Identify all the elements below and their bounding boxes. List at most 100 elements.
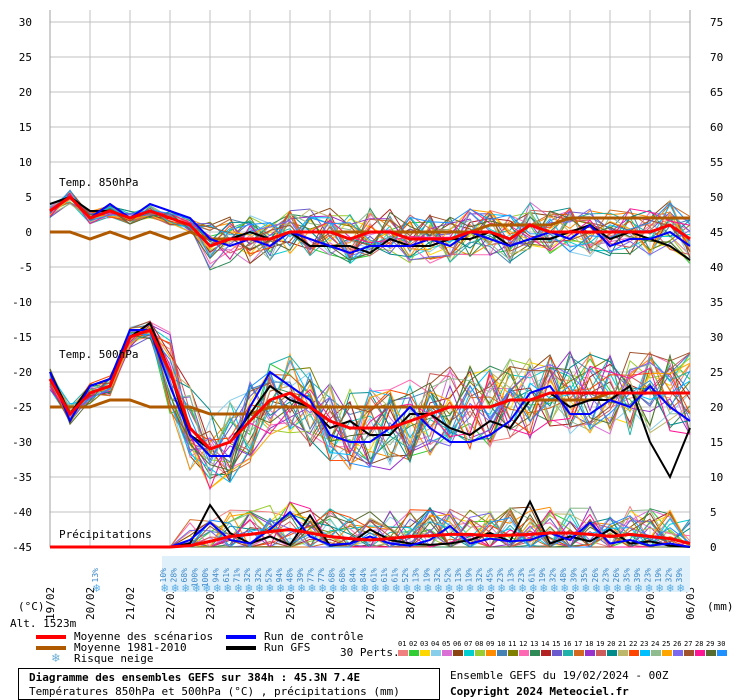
snow-risk-percent: 32% (433, 568, 442, 583)
pert-legend-label: 21 (618, 640, 627, 648)
series-line-t500 (48, 328, 690, 451)
snowflake-icon: ❄ (666, 581, 673, 595)
footer-title: Diagramme des ensembles GEFS sur 384h : … (29, 671, 361, 684)
right-tick-label: 25 (710, 366, 723, 379)
pert-legend-swatch (662, 650, 672, 656)
snow-risk-percent: 77% (306, 568, 315, 583)
snowflake-icon: ❄ (298, 581, 305, 595)
right-tick-label: 40 (710, 261, 723, 274)
snow-risk-percent: 13% (507, 568, 516, 583)
section-label-t500: Temp. 500hPa (59, 348, 138, 361)
pert-legend-swatch (552, 650, 562, 656)
pert-legend-label: 04 (431, 640, 440, 648)
left-tick-label: 30 (19, 16, 32, 29)
pert-legend-swatch (651, 650, 661, 656)
snow-risk-percent: 61% (222, 568, 231, 583)
perturbation-line-t850 (49, 189, 691, 259)
x-date-label: 03/03 (564, 587, 577, 620)
snowflake-icon: ❄ (266, 581, 273, 595)
pert-legend-swatch (486, 650, 496, 656)
snowflake-icon: ❄ (656, 581, 663, 595)
pert-legend-swatch (607, 650, 617, 656)
x-date-label: 19/02 (44, 587, 57, 620)
snowflake-icon: ❄ (161, 581, 168, 595)
snow-risk-percent: 32% (549, 568, 558, 583)
x-date-label: 01/03 (484, 587, 497, 620)
pert-legend-swatch (409, 650, 419, 656)
left-tick-label: -20 (12, 366, 32, 379)
pert-legend-label: 30 (717, 640, 726, 648)
snowflake-icon: ❄ (424, 581, 431, 595)
snowflake-icon: ❄ (572, 581, 579, 595)
left-tick-label: 10 (19, 156, 32, 169)
snow-risk-percent: 19% (538, 568, 547, 583)
right-tick-label: 55 (710, 156, 723, 169)
snowflake-icon: ❄ (498, 581, 505, 595)
snowflake-icon: ❄ (393, 581, 400, 595)
pert-legend-swatch (475, 650, 485, 656)
left-tick-label: -5 (19, 261, 32, 274)
pert-legend-swatch (717, 650, 727, 656)
left-axis-unit: (°C) (18, 600, 45, 613)
snow-risk-percent: 48% (559, 568, 568, 583)
snowflake-icon: ❄ (372, 581, 379, 595)
snow-risk-percent: 23% (517, 568, 526, 583)
snowflake-icon: ❄ (677, 581, 684, 595)
snow-risk-percent: 61% (370, 568, 379, 583)
x-date-label: 02/03 (524, 587, 537, 620)
left-tick-label: 15 (19, 121, 32, 134)
series-line-t850 (49, 195, 691, 255)
snowflake-icon: ❄ (603, 581, 610, 595)
x-date-label: 25/02 (284, 587, 297, 620)
snowflake-icon: ❄ (193, 581, 200, 595)
legend-mean: Moyenne des scénarios (74, 630, 214, 643)
series-line-precip (50, 527, 691, 549)
snowflake-icon: ❄ (561, 581, 568, 595)
snow-risk-percent: 32% (243, 568, 252, 583)
legend-swatch-control (226, 635, 256, 639)
pert-legend-swatch (585, 650, 595, 656)
left-tick-label: -15 (12, 331, 32, 344)
section-label-precip: Précipitations (59, 528, 152, 541)
snowflake-icon: ❄ (509, 581, 516, 595)
x-date-label: 06/03 (684, 587, 697, 620)
left-tick-label: 0 (25, 226, 32, 239)
left-tick-label: -35 (12, 471, 32, 484)
snowflake-icon: ❄ (182, 581, 189, 595)
right-tick-label: 50 (710, 191, 723, 204)
snowflake-icon: ❄ (224, 581, 231, 595)
right-tick-label: 20 (710, 401, 723, 414)
pert-legend-swatch (530, 650, 540, 656)
altitude-label: Alt. 1523m (10, 617, 77, 630)
legend-control: Run de contrôle (264, 630, 364, 643)
snow-risk-percent: 23% (496, 568, 505, 583)
perturbation-line-t500 (49, 332, 691, 484)
pert-legend-label: 10 (497, 640, 506, 648)
snowflake-icon: ❄ (624, 581, 631, 595)
x-date-label: 28/02 (404, 587, 417, 620)
snow-risk-percent: 84% (349, 568, 358, 583)
legend-swatch-mean (36, 635, 66, 639)
snowflake-icon: ❄ (466, 581, 473, 595)
pert-legend-swatch (464, 650, 474, 656)
snowflake-icon: ❄ (308, 581, 315, 595)
snowflake-icon: ❄ (52, 651, 60, 666)
snowflake-icon: ❄ (614, 581, 621, 595)
snowflake-icon: ❄ (382, 581, 389, 595)
pert-legend-label: 05 (442, 640, 451, 648)
pert-legend-label: 24 (651, 640, 660, 648)
snow-risk-percent: 61% (380, 568, 389, 583)
snowflake-icon: ❄ (540, 581, 547, 595)
snowflake-icon: ❄ (487, 581, 494, 595)
snowflake-icon: ❄ (214, 581, 221, 595)
snow-risk-percent: 68% (338, 568, 347, 583)
x-date-label: 26/02 (324, 587, 337, 620)
pert-legend-swatch (596, 650, 606, 656)
right-tick-label: 10 (710, 471, 723, 484)
perturbation-line-t850 (49, 203, 691, 257)
snow-risk-percent: 28% (170, 568, 179, 583)
snowflake-icon: ❄ (551, 581, 558, 595)
snow-risk-percent: 35% (622, 568, 631, 583)
right-axis-unit: (mm) (707, 600, 734, 613)
